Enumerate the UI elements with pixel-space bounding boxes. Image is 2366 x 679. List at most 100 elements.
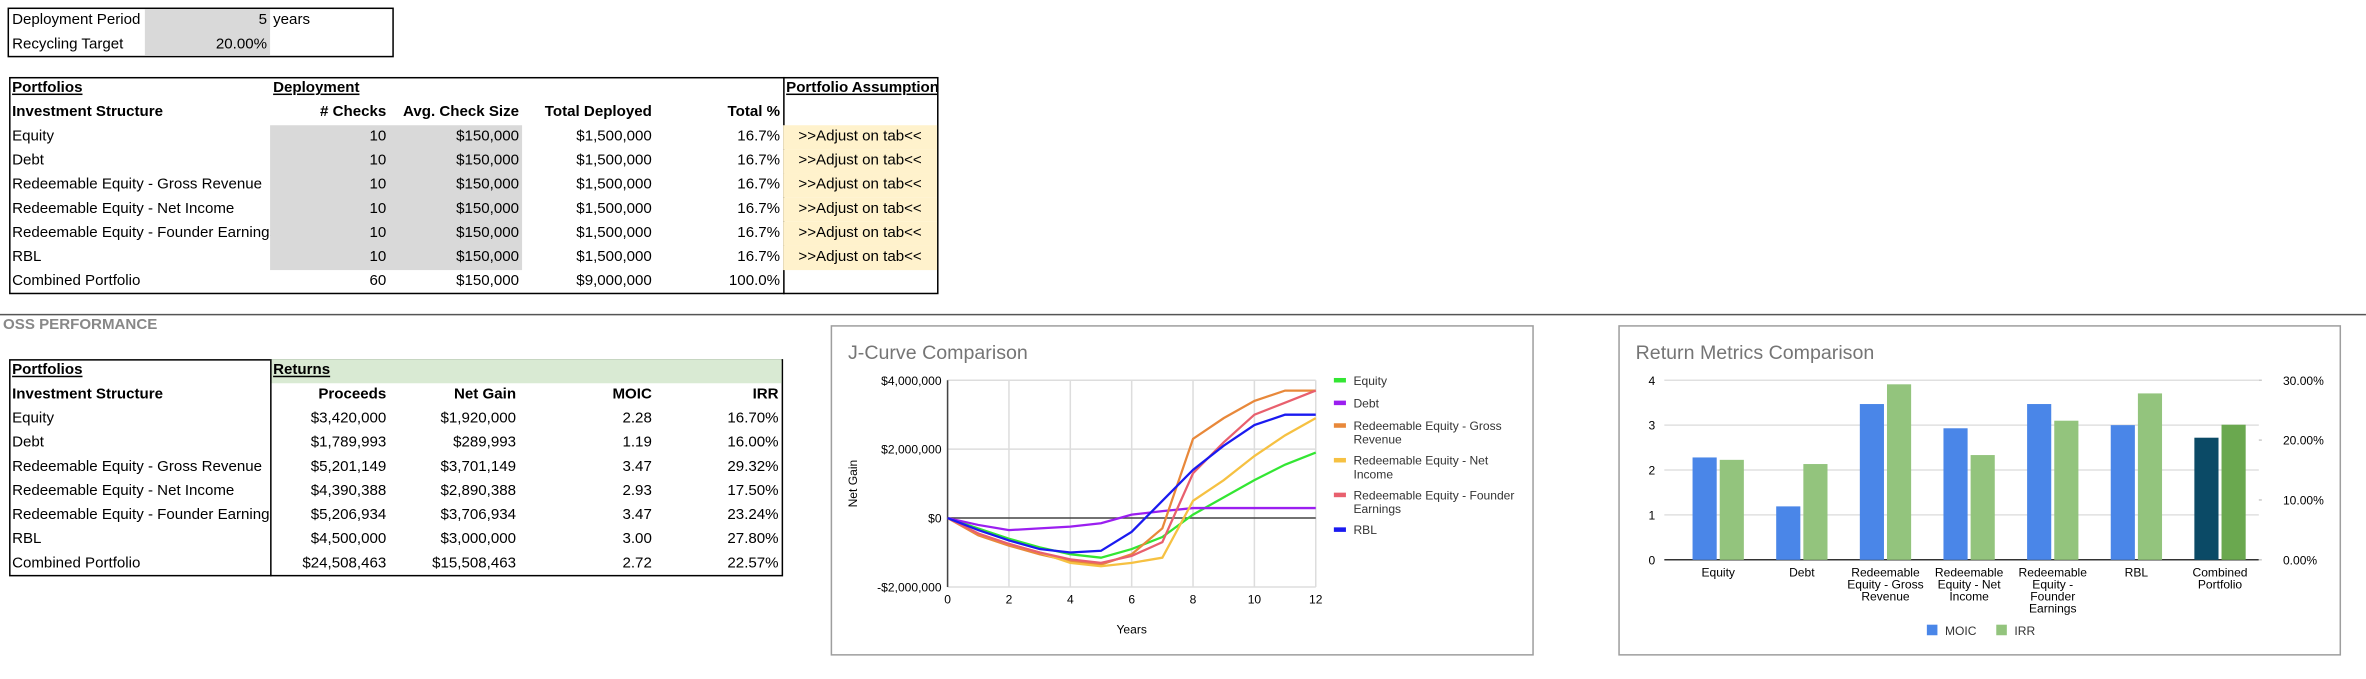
x-tick-label: 8 xyxy=(1190,593,1197,607)
cell: >>Adjust on tab<< xyxy=(783,125,938,150)
legend-label: Redeemable Equity - Net Income xyxy=(1353,454,1488,482)
cell: Redeemable Equity - Net Income xyxy=(12,200,235,218)
cell: RBL xyxy=(12,531,42,548)
bar xyxy=(2194,437,2219,560)
y-tick-label: $2,000,000 xyxy=(881,443,942,457)
legend-label: Redeemable Equity - Gross Revenue xyxy=(1353,419,1501,447)
cell: $1,500,000 xyxy=(576,128,652,145)
cell: $3,701,149 xyxy=(440,458,517,476)
cell: MOIC xyxy=(612,386,652,403)
cell: $15,508,463 xyxy=(432,555,517,572)
cell: $289,993 xyxy=(453,434,517,452)
section-divider xyxy=(0,313,2366,316)
cell: $150,000 xyxy=(456,200,520,218)
legend-swatch xyxy=(1926,624,1938,636)
cell: 60 xyxy=(369,273,387,290)
cell: $3,420,000 xyxy=(310,410,387,428)
cell: 3.47 xyxy=(622,458,652,476)
cell: $150,000 xyxy=(456,128,520,145)
x-tick-label: 6 xyxy=(1128,593,1135,607)
cell: $24,508,463 xyxy=(302,555,387,572)
y2-tick-label: 20.00% xyxy=(2283,434,2324,448)
cell: $1,500,000 xyxy=(576,176,652,194)
cell: 3.47 xyxy=(622,506,652,524)
cell: Portfolios xyxy=(12,362,83,379)
series-line xyxy=(947,451,1317,559)
cell: Combined Portfolio xyxy=(12,555,141,572)
y2-tick-label: 0.00% xyxy=(2283,553,2317,567)
cell: 16.7% xyxy=(737,176,781,194)
cell: 10 xyxy=(369,200,387,218)
cell: $150,000 xyxy=(456,273,520,290)
bar xyxy=(2054,420,2079,560)
bar xyxy=(1859,404,1884,560)
legend-label: Equity xyxy=(1353,374,1387,388)
cell: 10 xyxy=(369,224,387,242)
cell: Deployment xyxy=(273,79,360,97)
cell: # Checks xyxy=(320,104,387,121)
cell: 10 xyxy=(369,248,387,266)
cell: Debt xyxy=(12,152,44,169)
cell: $1,500,000 xyxy=(576,152,652,169)
y-tick-label: 4 xyxy=(1649,374,1656,388)
series-line xyxy=(947,389,1316,566)
legend-label: Debt xyxy=(1353,396,1379,410)
y-tick-label: $4,000,000 xyxy=(881,374,942,388)
x-tick-label: Redeemable Equity - Gross Revenue xyxy=(1847,565,1923,603)
y-tick-label: 2 xyxy=(1649,464,1656,478)
column-border xyxy=(270,359,272,577)
legend-label: Redeemable Equity - Founder Earnings xyxy=(1353,488,1514,516)
cell: $9,000,000 xyxy=(576,273,652,290)
x-tick-label: Redeemable Equity - Net Income xyxy=(1935,565,2004,603)
cell: 16.7% xyxy=(737,152,781,169)
cell: >>Adjust on tab<< xyxy=(783,221,938,246)
cell: 10 xyxy=(369,152,387,169)
cell: Proceeds xyxy=(318,386,387,403)
y-tick-label: 0 xyxy=(1649,553,1656,567)
cell: Total % xyxy=(727,104,781,121)
cell: Redeemable Equity - Gross Revenue xyxy=(12,458,263,476)
cell: 27.80% xyxy=(727,531,779,548)
cell: 5 xyxy=(258,12,268,29)
chart-title: J-Curve Comparison xyxy=(848,342,1028,364)
cell: Redeemable Equity - Founder Earnings xyxy=(12,506,271,524)
y-tick-label: $0 xyxy=(928,512,942,526)
x-tick-label: Redeemable Equity -Founder Earnings xyxy=(2019,565,2088,615)
x-tick-label: 10 xyxy=(1248,593,1262,607)
cell: >>Adjust on tab<< xyxy=(783,197,938,222)
x-tick-label: 12 xyxy=(1309,593,1323,607)
cell: $2,890,388 xyxy=(440,482,517,500)
legend-label: RBL xyxy=(1353,523,1377,537)
cell: Equity xyxy=(12,128,55,145)
input-cells xyxy=(270,125,523,271)
cell: 20.00% xyxy=(215,36,268,53)
legend-label: MOIC xyxy=(1945,624,1977,638)
x-tick-label: 4 xyxy=(1067,593,1074,607)
cell: >>Adjust on tab<< xyxy=(783,149,938,174)
x-tick-label: Debt xyxy=(1789,565,1815,579)
series-line xyxy=(947,389,1317,564)
cell: 100.0% xyxy=(728,273,781,290)
cell: Redeemable Equity - Gross Revenue xyxy=(12,176,263,194)
cell: 16.7% xyxy=(737,224,781,242)
cell: 23.24% xyxy=(727,506,779,524)
x-tick-label: Equity xyxy=(1701,565,1735,579)
y2-tick-label: 30.00% xyxy=(2283,374,2324,388)
cell: 1.19 xyxy=(622,434,652,452)
y-axis-label: Net Gain xyxy=(846,460,860,508)
cell: Returns xyxy=(273,362,331,379)
bar xyxy=(1692,457,1717,560)
cell: $150,000 xyxy=(456,224,520,242)
legend-label: IRR xyxy=(2014,624,2035,638)
cell: $4,390,388 xyxy=(310,482,387,500)
cell: 22.57% xyxy=(727,555,779,572)
cell: 16.7% xyxy=(737,128,781,145)
bar xyxy=(1886,384,1912,560)
cell: $150,000 xyxy=(456,176,520,194)
cell: $1,500,000 xyxy=(576,248,652,266)
input-cell xyxy=(144,9,271,56)
cell: 2.72 xyxy=(622,555,652,572)
bar xyxy=(1970,455,1995,560)
bar xyxy=(2110,425,2135,560)
